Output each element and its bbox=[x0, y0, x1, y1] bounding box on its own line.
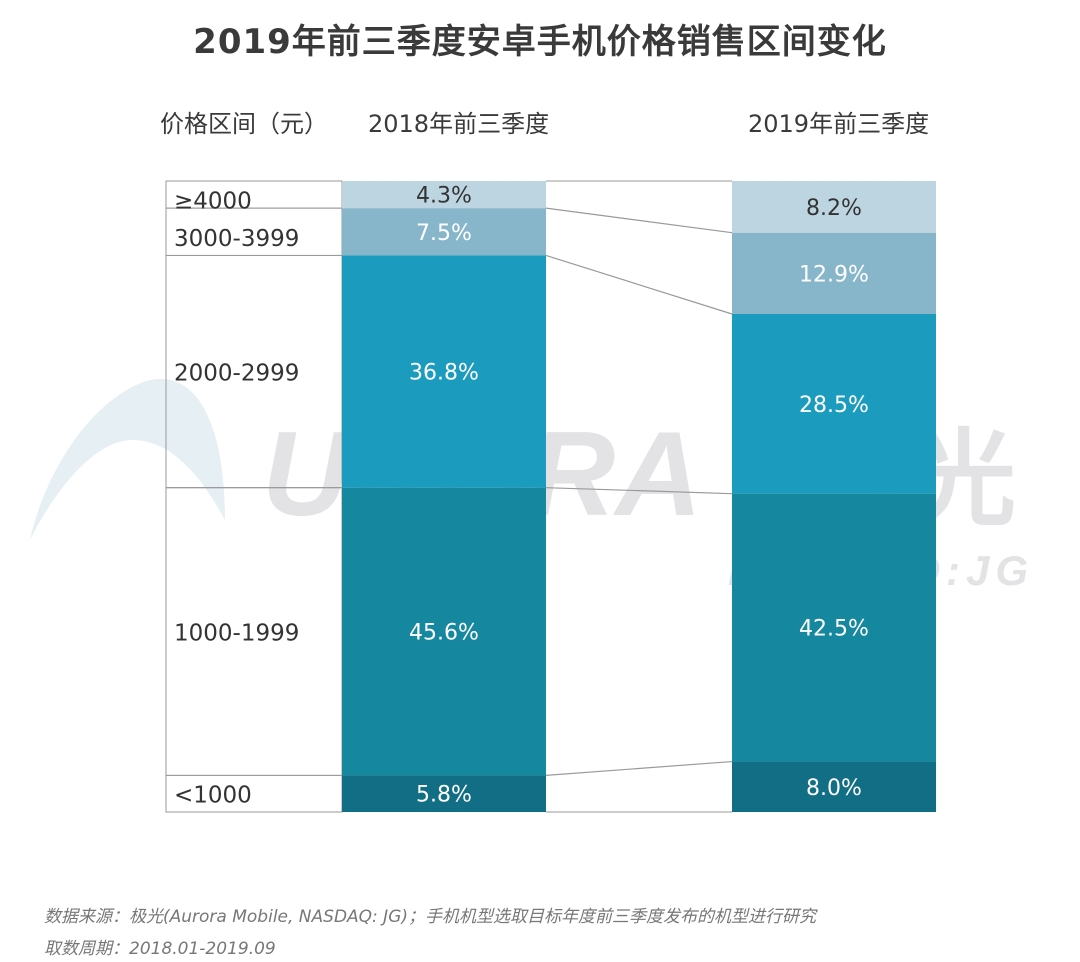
data-label: 5.8% bbox=[416, 783, 472, 808]
data-label: 45.6% bbox=[409, 621, 479, 646]
connector-line bbox=[545, 254, 733, 315]
range-label: 2000-2999 bbox=[174, 361, 299, 387]
data-label: 12.9% bbox=[799, 262, 869, 287]
data-label: 7.5% bbox=[416, 221, 472, 246]
bar-segment bbox=[342, 775, 546, 812]
bar-segment bbox=[732, 232, 936, 315]
footer-period: 取数周期：2018.01-2019.09 bbox=[44, 939, 276, 959]
category-label-2019: 2019年前三季度 bbox=[748, 110, 930, 138]
data-label: 8.0% bbox=[806, 776, 862, 801]
price-range-header: 价格区间（元） bbox=[160, 110, 328, 138]
range-label: ≥4000 bbox=[174, 189, 252, 215]
connector-line bbox=[545, 760, 733, 777]
bar-segment bbox=[342, 181, 546, 209]
data-label: 8.2% bbox=[806, 196, 862, 221]
data-label: 36.8% bbox=[409, 361, 479, 386]
bar-segment bbox=[342, 208, 546, 256]
bar-segment bbox=[732, 314, 936, 494]
range-label: 3000-3999 bbox=[174, 226, 299, 252]
connector-lines bbox=[545, 207, 733, 777]
bar-segment bbox=[732, 761, 936, 812]
chart-title: 2019年前三季度安卓手机价格销售区间变化 bbox=[193, 22, 887, 62]
data-labels: 5.8% 45.6% 36.8% 7.5% 4.3% 8.0% 42.5% 28.5% 12.9… bbox=[409, 184, 869, 808]
range-label: <1000 bbox=[174, 783, 252, 809]
connector-line bbox=[545, 207, 733, 234]
bar-segment bbox=[342, 255, 546, 488]
range-label: 1000-1999 bbox=[174, 621, 299, 647]
connector-line bbox=[545, 487, 733, 495]
data-label: 4.3% bbox=[416, 184, 472, 209]
data-label: 42.5% bbox=[799, 617, 869, 642]
bar-segment bbox=[732, 181, 936, 233]
bar-segment bbox=[732, 493, 936, 762]
data-label: 28.5% bbox=[799, 393, 869, 418]
category-label-2018: 2018年前三季度 bbox=[368, 110, 550, 138]
bar-segment bbox=[342, 487, 546, 776]
aurora-logo-icon bbox=[30, 378, 225, 540]
footer-source: 数据来源：极光(Aurora Mobile, NASDAQ: JG)；手机机型选… bbox=[44, 907, 816, 927]
bar-segments bbox=[342, 181, 936, 812]
